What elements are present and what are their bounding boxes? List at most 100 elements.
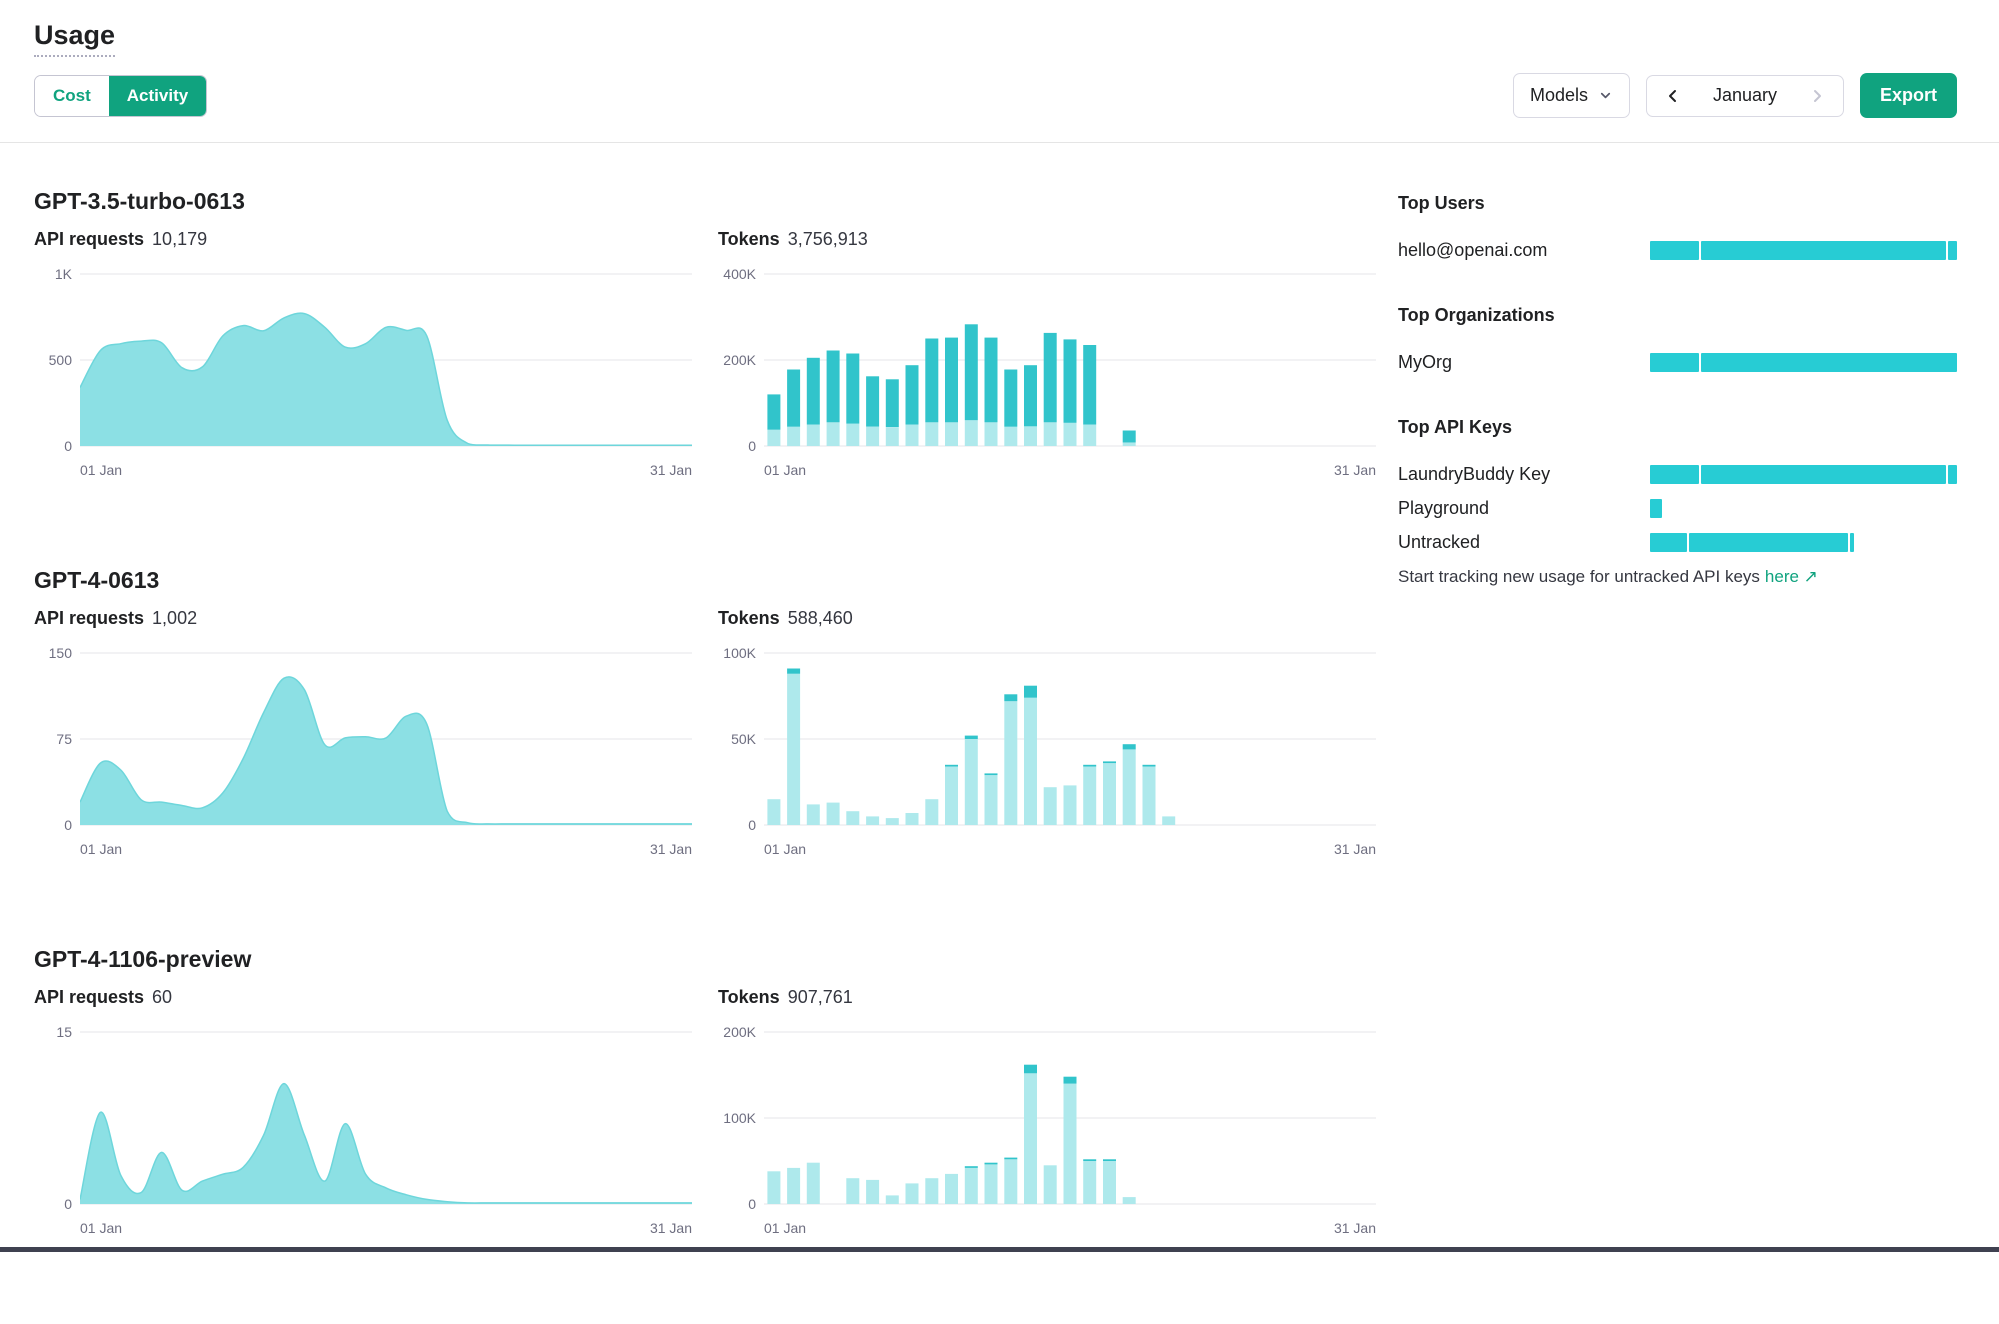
chart-total-value: 588,460 (787, 608, 853, 628)
usage-bar-segment (1650, 465, 1699, 484)
header-divider (0, 142, 1999, 143)
chevron-left-icon (1665, 88, 1681, 104)
gpt4-1106-tokens-chart: 0 100K 200K (718, 1024, 1376, 1212)
x-axis-end-label: 31 Jan (1333, 462, 1376, 478)
main-content: GPT-3.5-turbo-0613 API requests 10,179 0 5… (0, 143, 1999, 1324)
models-dropdown-label: Models (1529, 85, 1588, 105)
usage-breakdown-sidebar: Top Users hello@openai.com Top Organizat… (1398, 187, 1957, 1324)
x-axis-end-label: 31 Jan (649, 462, 692, 478)
y-tick-label: 75 (56, 731, 72, 747)
x-axis-end-label: 31 Jan (649, 841, 692, 857)
page-bottom-divider (0, 1247, 1999, 1252)
y-tick-label: 150 (48, 645, 72, 661)
usage-bar (1650, 465, 1957, 484)
chevron-down-icon (1598, 88, 1613, 103)
top-organizations-heading: Top Organizations (1398, 305, 1555, 325)
y-tick-label: 400K (723, 266, 756, 282)
y-tick-label: 0 (748, 817, 756, 833)
chart-total-value: 60 (152, 987, 173, 1007)
model-name: GPT-4-0613 (34, 567, 160, 593)
x-axis-start-label: 01 Jan (764, 1220, 807, 1236)
api-key-label: Untracked (1398, 532, 1481, 552)
y-tick-label: 100K (723, 645, 756, 661)
here-link[interactable]: here ↗ (1764, 567, 1818, 586)
x-axis-start-label: 01 Jan (80, 1220, 123, 1236)
usage-bar-segment (1650, 533, 1687, 552)
y-tick-label: 0 (748, 1196, 756, 1212)
usage-bar (1650, 499, 1957, 518)
gpt4-1106-requests-chart: 0 15 (34, 1024, 692, 1212)
usage-bar-segment (1650, 353, 1699, 372)
tokens-chart-block: Tokens 3,756,913 0 200K 400K 01 Jan 31 Jan (718, 229, 1376, 478)
chart-metric-label: API requests (34, 608, 145, 628)
usage-bar-segment (1650, 499, 1663, 518)
chart-total-value: 10,179 (152, 229, 208, 249)
y-tick-label: 0 (64, 1196, 72, 1212)
y-tick-label: 15 (56, 1024, 72, 1040)
chart-svg (80, 273, 692, 447)
cost-tab[interactable]: Cost (35, 75, 109, 116)
api-requests-chart-block: API requests 60 0 15 01 Jan 31 Jan (34, 987, 692, 1236)
x-axis-start-label: 01 Jan (80, 841, 123, 857)
gpt4-requests-chart: 0 75 150 (34, 645, 692, 833)
api-requests-chart-block: API requests 10,179 0 500 1K 01 Jan 31 Jan (34, 229, 692, 478)
month-label: January (1712, 85, 1777, 105)
list-item: MyOrg (1398, 352, 1957, 373)
top-organizations-section: Top Organizations MyOrg (1398, 305, 1957, 373)
x-axis-start-label: 01 Jan (764, 462, 807, 478)
x-axis-end-label: 31 Jan (649, 1220, 692, 1236)
page-title: Usage (34, 20, 116, 57)
top-api-keys-heading: Top API Keys (1398, 417, 1513, 437)
x-axis-start-label: 01 Jan (80, 462, 123, 478)
chart-svg (764, 652, 1376, 826)
chart-metric-label: Tokens (718, 608, 780, 628)
x-axis-end-label: 31 Jan (1333, 841, 1376, 857)
tokens-chart-block: Tokens 907,761 0 100K 200K 01 Jan 31 Jan (718, 987, 1376, 1236)
x-axis-end-label: 31 Jan (1333, 1220, 1376, 1236)
cost-activity-toggle: Cost Activity (34, 74, 208, 117)
usage-bar-segment (1700, 241, 1946, 260)
list-item: LaundryBuddy Key (1398, 464, 1957, 485)
footnote-text: Start tracking new usage for untracked A… (1398, 567, 1760, 586)
usage-bar (1650, 533, 1957, 552)
y-tick-label: 500 (48, 352, 72, 368)
chart-metric-label: Tokens (718, 229, 780, 249)
y-tick-label: 100K (723, 1110, 756, 1126)
usage-bar-segment (1700, 465, 1946, 484)
model-usage-column: GPT-3.5-turbo-0613 API requests 10,179 0 5… (34, 187, 1376, 1324)
usage-bar (1650, 353, 1957, 372)
top-users-section: Top Users hello@openai.com (1398, 193, 1957, 261)
page-header: Usage Cost Activity Models January (0, 0, 1999, 142)
model-section-gpt4-1106: GPT-4-1106-preview API requests 60 0 15 01… (34, 945, 1376, 1236)
next-month-button[interactable] (1805, 84, 1829, 108)
y-tick-label: 0 (64, 438, 72, 454)
y-tick-label: 0 (748, 438, 756, 454)
usage-bar (1650, 241, 1957, 260)
controls-row: Cost Activity Models January (34, 73, 1957, 142)
model-section-gpt35: GPT-3.5-turbo-0613 API requests 10,179 0 5… (34, 187, 1376, 478)
export-button[interactable]: Export (1859, 73, 1957, 118)
y-tick-label: 200K (723, 1024, 756, 1040)
chevron-right-icon (1809, 88, 1825, 104)
models-dropdown[interactable]: Models (1512, 73, 1630, 118)
chart-metric-label: API requests (34, 229, 145, 249)
usage-bar-segment (1700, 353, 1957, 372)
user-label: hello@openai.com (1398, 240, 1548, 260)
usage-bar-segment (1947, 241, 1957, 260)
chart-svg (764, 1031, 1376, 1205)
gpt4-tokens-chart: 0 50K 100K (718, 645, 1376, 833)
chart-svg (764, 273, 1376, 447)
gpt35-requests-chart: 0 500 1K (34, 266, 692, 454)
prev-month-button[interactable] (1661, 84, 1685, 108)
activity-tab[interactable]: Activity (108, 75, 207, 116)
chart-metric-label: API requests (34, 987, 145, 1007)
top-users-heading: Top Users (1398, 193, 1485, 213)
chart-total-value: 1,002 (152, 608, 198, 628)
gpt35-tokens-chart: 0 200K 400K (718, 266, 1376, 454)
top-api-keys-section: Top API Keys LaundryBuddy Key Playground… (1398, 417, 1957, 553)
right-controls: Models January Export (1512, 73, 1957, 118)
y-tick-label: 200K (723, 352, 756, 368)
y-tick-label: 0 (64, 817, 72, 833)
y-tick-label: 1K (54, 266, 72, 282)
chart-svg (80, 1031, 692, 1205)
